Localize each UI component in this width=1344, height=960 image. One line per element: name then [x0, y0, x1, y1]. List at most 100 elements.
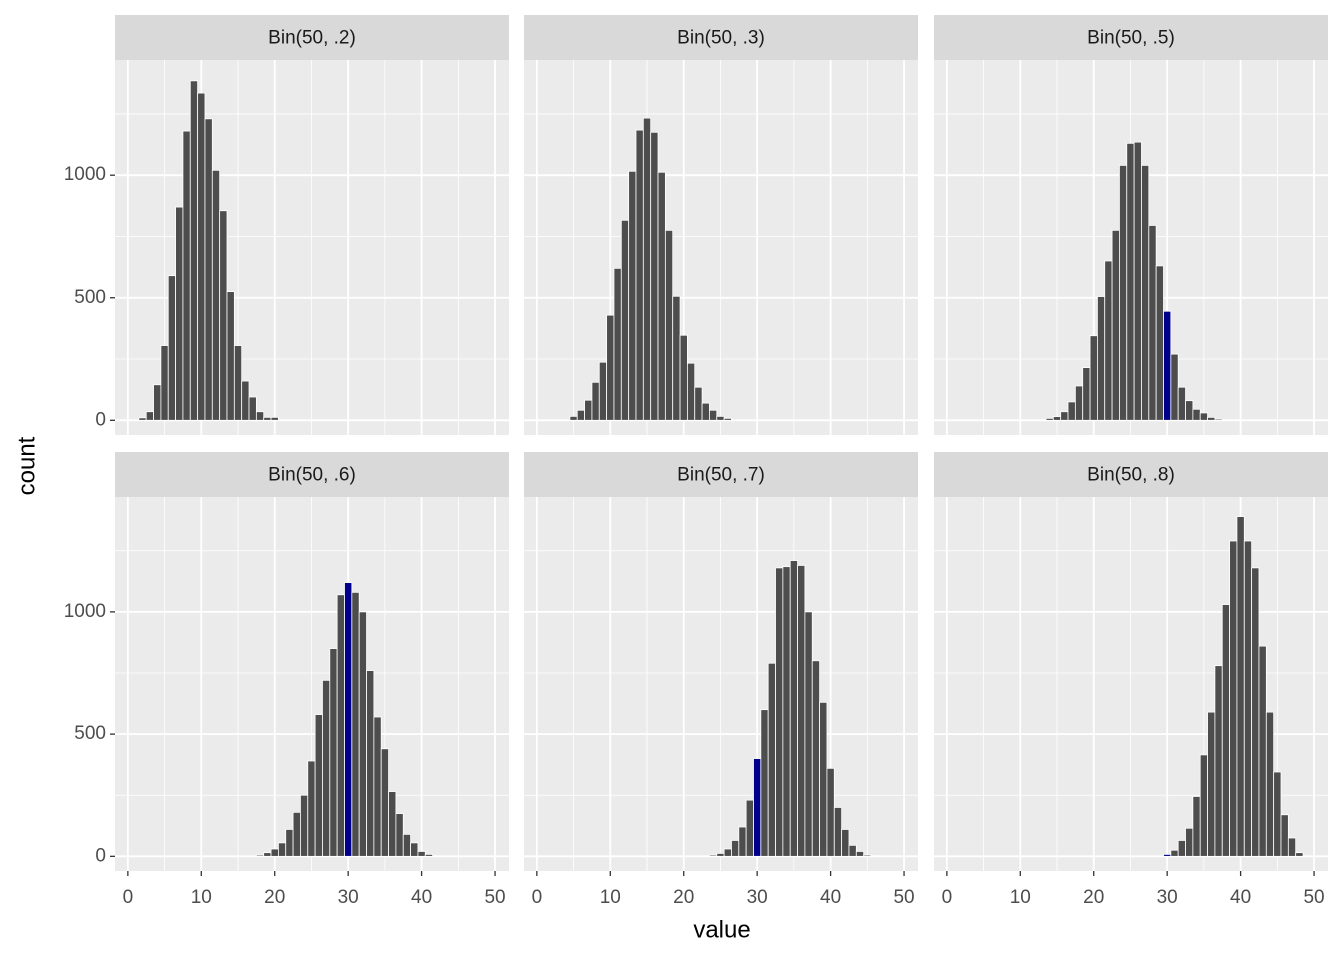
- bar: [263, 416, 272, 421]
- bar: [635, 129, 644, 421]
- bar: [723, 417, 732, 421]
- x-tick-label: 30: [747, 887, 768, 908]
- x-tick-label: 20: [673, 887, 694, 908]
- bar: [300, 794, 309, 857]
- bar: [189, 80, 199, 421]
- bar: [285, 829, 294, 857]
- strip-background: [115, 15, 509, 60]
- panel-background: [524, 497, 918, 871]
- bar: [270, 848, 279, 857]
- bar: [278, 842, 287, 857]
- bar: [701, 402, 710, 421]
- bar: [1038, 419, 1047, 421]
- bar: [380, 748, 389, 857]
- bar: [1243, 540, 1253, 857]
- bar: [863, 854, 872, 857]
- bar: [1170, 849, 1179, 857]
- bar: [1148, 225, 1157, 421]
- x-tick-label: 40: [820, 887, 841, 908]
- x-tick-label: 30: [338, 887, 359, 908]
- bar: [153, 384, 162, 421]
- bar: [322, 679, 331, 857]
- bar: [351, 591, 360, 857]
- bar: [1177, 840, 1186, 857]
- x-tick-label: 0: [532, 887, 543, 908]
- bar: [1199, 754, 1208, 857]
- bar: [1163, 853, 1172, 857]
- bar: [1133, 141, 1142, 421]
- x-tick-label: 40: [411, 887, 432, 908]
- panel: Bin(50, .2) 0 500 1000: [64, 15, 509, 435]
- bar: [1236, 516, 1245, 857]
- bar: [723, 848, 732, 857]
- bar: [775, 567, 784, 857]
- bar: [826, 767, 835, 857]
- strip-background: [524, 15, 918, 60]
- bar: [402, 833, 411, 857]
- bar: [204, 118, 213, 421]
- bar: [366, 670, 375, 857]
- y-tick-label: 0: [95, 409, 106, 430]
- y-tick-label: 0: [95, 845, 106, 866]
- x-tick-label: 50: [1303, 887, 1324, 908]
- bar: [219, 210, 228, 421]
- bar: [395, 813, 404, 857]
- bar: [1052, 416, 1062, 421]
- bar: [855, 851, 865, 857]
- bar: [569, 415, 578, 421]
- strip-background: [115, 452, 509, 497]
- bar: [841, 829, 850, 857]
- bar: [1192, 408, 1201, 421]
- bar: [233, 345, 243, 421]
- x-tick-label: 20: [1083, 887, 1104, 908]
- bar: [1273, 771, 1282, 857]
- x-tick-label: 10: [1010, 887, 1031, 908]
- strip-title: Bin(50, .2): [268, 28, 356, 49]
- bar: [613, 267, 622, 421]
- bar: [606, 314, 615, 421]
- bar: [1192, 796, 1201, 857]
- bar: [1119, 164, 1128, 421]
- bar: [657, 171, 666, 421]
- y-tick-label: 500: [74, 287, 106, 308]
- bar: [709, 409, 718, 421]
- strip-title: Bin(50, .3): [677, 28, 765, 49]
- panel: Bin(50, .5): [934, 15, 1328, 435]
- bar: [767, 662, 776, 857]
- bar: [314, 714, 323, 857]
- bar: [1074, 385, 1084, 421]
- bar: [263, 852, 272, 857]
- bar: [1199, 412, 1208, 421]
- bar: [1141, 164, 1150, 421]
- bar: [1214, 418, 1223, 421]
- bar: [1111, 229, 1120, 421]
- bar: [804, 611, 813, 857]
- bar: [753, 758, 762, 857]
- y-tick-label: 1000: [64, 601, 106, 622]
- bar: [628, 170, 637, 421]
- panel: Bin(50, .7) 0 10 20 30 40 50: [524, 452, 918, 908]
- bar: [716, 415, 725, 421]
- bar: [687, 362, 696, 421]
- x-tick-label: 0: [942, 887, 953, 908]
- bar: [417, 851, 426, 857]
- bar: [255, 411, 265, 421]
- bar: [373, 716, 382, 857]
- panel: Bin(50, .3): [524, 15, 918, 435]
- bar: [388, 791, 397, 857]
- bar: [167, 275, 176, 421]
- bar: [424, 853, 434, 857]
- x-tick-label: 20: [264, 887, 285, 908]
- bar: [1214, 665, 1223, 857]
- bar: [1089, 335, 1098, 421]
- bar: [255, 854, 265, 857]
- bar: [1251, 567, 1260, 857]
- bar: [811, 660, 820, 857]
- bar: [664, 229, 674, 421]
- bar: [1170, 353, 1179, 421]
- bar: [197, 92, 206, 421]
- bar: [598, 361, 608, 421]
- x-tick-label: 50: [893, 887, 914, 908]
